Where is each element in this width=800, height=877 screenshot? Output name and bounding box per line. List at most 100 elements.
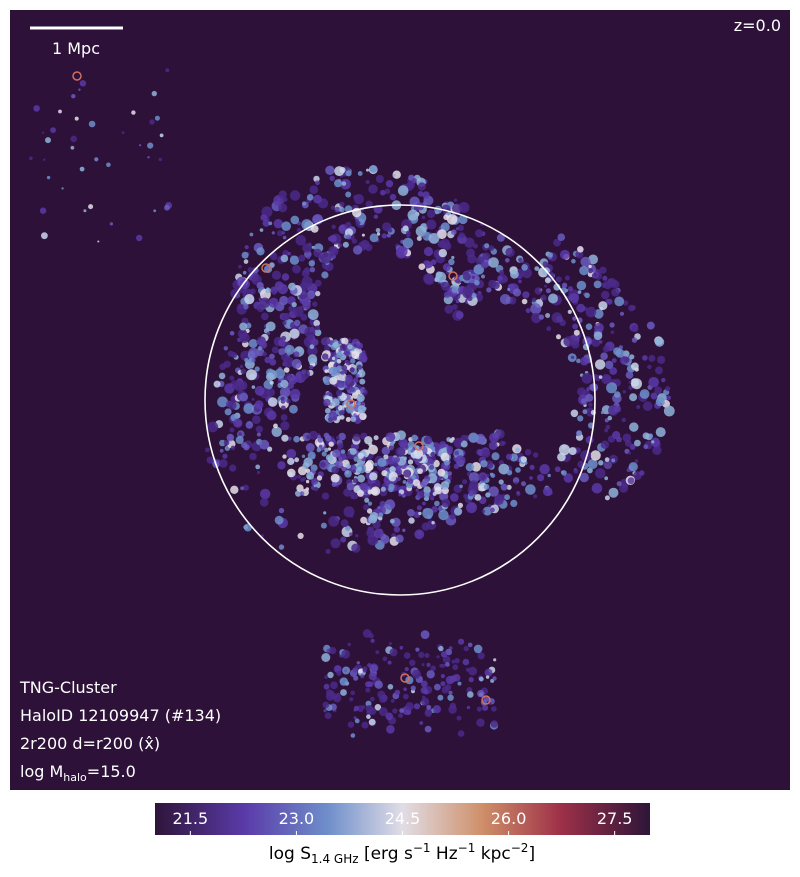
blob [650,392,658,400]
blob [260,488,271,500]
blob [360,239,370,250]
blob [531,297,537,303]
blob [467,642,473,648]
blob [489,432,500,443]
blob [259,228,264,232]
blob [580,256,591,267]
blob [229,331,235,336]
blob [650,437,660,447]
blob [609,367,618,375]
blob [462,285,473,296]
blob [577,387,586,397]
blob [340,536,347,543]
blob [368,514,378,524]
blob [440,222,450,232]
blob [291,302,297,308]
blob [270,252,278,261]
blob [458,214,468,225]
blob [449,438,454,443]
blob [245,421,254,429]
blob [223,346,228,351]
label-sup: −1 [458,841,476,855]
blob [324,675,328,679]
blob [264,356,271,364]
blob [422,191,430,199]
blob [585,393,594,402]
blob [616,436,622,443]
blob [313,248,322,258]
blob [403,456,407,461]
label-part: ] [528,844,535,864]
blob [367,663,372,668]
blob [94,157,99,162]
blob [345,234,352,240]
blob [379,707,388,717]
blob [490,473,496,478]
blob [506,484,512,490]
blob [405,702,414,711]
blob [417,191,424,197]
blob [600,440,610,449]
blob [611,458,616,463]
blob [593,331,603,341]
blob [266,331,271,336]
blob [419,721,424,725]
blob [88,120,96,128]
blob [313,175,320,183]
blob [332,449,341,458]
blob [546,326,552,332]
blob [289,190,301,201]
blob [296,484,304,492]
scale-label: 1 Mpc [52,39,100,58]
blob [347,344,353,350]
blob [423,235,426,239]
blob [353,716,357,720]
blob [331,224,336,229]
blob [309,267,316,273]
blob [237,303,244,310]
colorbar-tick-label: 23.0 [279,809,315,828]
blob [601,290,610,300]
blob [323,709,327,713]
blob [457,730,465,737]
blob [46,175,51,180]
blob [445,648,453,656]
blob [453,198,458,202]
blob [242,270,247,275]
blob [427,438,432,443]
blob [579,265,589,276]
blob [340,519,349,528]
blob [440,452,450,462]
blob [365,180,370,184]
blob [488,279,497,289]
blob [445,662,450,667]
blob [234,380,245,392]
blob [357,474,366,483]
blob [388,474,397,482]
blob [467,691,474,698]
blob [422,507,434,519]
blob [395,447,406,457]
blob [323,511,327,515]
blob [544,284,547,288]
blob [602,275,608,281]
hotspot [481,695,491,705]
blob [634,439,641,447]
blob [238,432,242,436]
blob [311,477,319,485]
blob [365,200,373,208]
blob [455,455,466,466]
blob [521,298,528,305]
blob [309,344,315,350]
blob [382,656,388,662]
blob [321,653,331,662]
blob [325,454,333,462]
blob [289,404,298,414]
blob [304,326,316,338]
blob [151,90,157,97]
blob [381,470,388,477]
label-sub: 1.4 GHz [311,852,359,866]
blob [399,708,404,713]
label-part: kpc [475,844,510,864]
blob [147,156,150,159]
